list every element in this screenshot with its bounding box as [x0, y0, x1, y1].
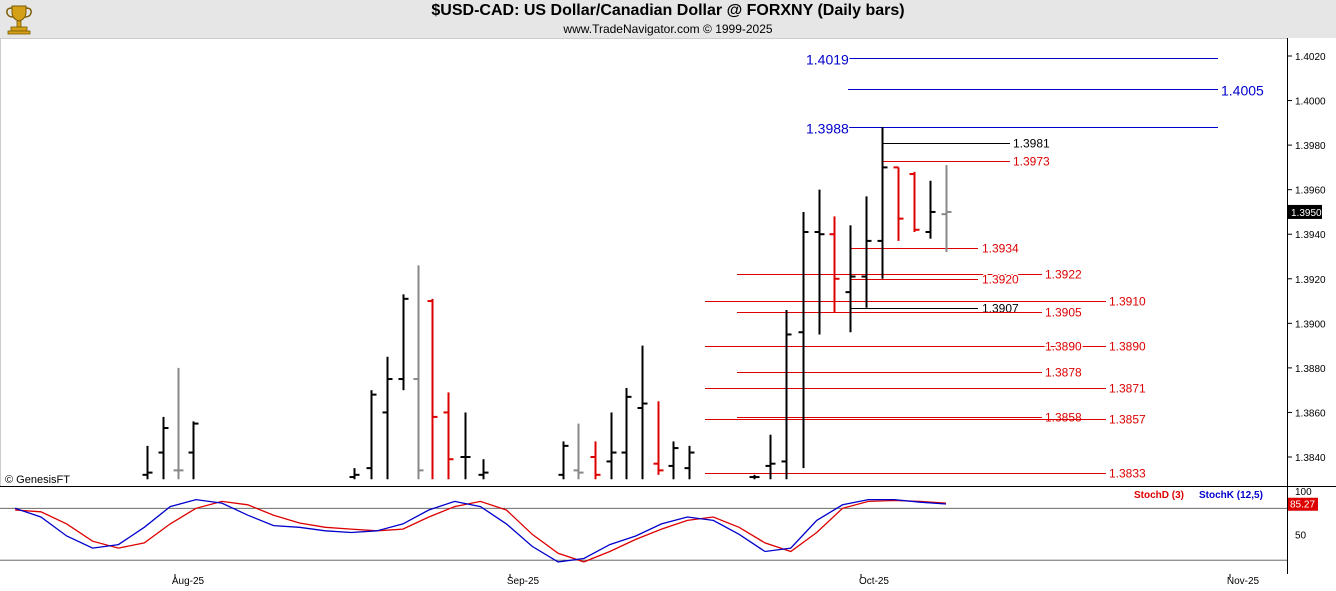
price-level-label: 1.3905 [1045, 306, 1082, 320]
price-axis-tick-label: 1.4000 [1295, 97, 1326, 108]
price-level-label: 1.4019 [806, 52, 849, 68]
stoch-value-label: 85.27 [1290, 500, 1315, 511]
last-price-badge [1288, 204, 1322, 219]
copyright-label: © GenesisFT [5, 474, 70, 486]
price-axis-tick-label: 1.3980 [1295, 141, 1326, 152]
price-axis-tick-label: 1.4020 [1295, 52, 1326, 63]
price-level-label: 1.3973 [1013, 155, 1050, 169]
date-axis-label: Aug-25 [172, 576, 205, 587]
ohlc-bars [142, 127, 952, 480]
price-level-label: 1.3920 [982, 273, 1019, 287]
stoch-axis-tick-label: 100 [1295, 487, 1312, 498]
price-axis-tick-label: 1.3900 [1295, 319, 1326, 330]
price-axis-tick-label: 1.3920 [1295, 275, 1326, 286]
price-level-label: 1.3981 [1013, 137, 1050, 151]
trophy-logo-icon[interactable] [3, 2, 35, 36]
price-level-label: 1.3878 [1045, 366, 1082, 380]
price-levels: 1.4019 1.4005 1.3988 1.3981 1.3973 1.3934 1.39… [705, 50, 1266, 482]
price-level-label: 1.3934 [982, 242, 1019, 256]
chart-subtitle: www.TradeNavigator.com © 1999-2025 [563, 22, 773, 36]
price-axis-tick-label: 1.3840 [1295, 453, 1326, 464]
date-axis-label: Oct-25 [859, 576, 889, 587]
date-axis-label: Nov-25 [1227, 576, 1260, 587]
price-axis-tick-label: 1.3880 [1295, 364, 1326, 375]
price-level-label: 1.3988 [806, 121, 849, 137]
title-bar [0, 0, 1336, 38]
price-level-label: 1.3890 [1045, 340, 1082, 354]
chart-title: $USD-CAD: US Dollar/Canadian Dollar @ FO… [431, 2, 905, 19]
price-level-label: 1.3910 [1109, 295, 1146, 309]
price-level-label: 1.3857 [1109, 413, 1146, 427]
price-level-label: 1.3833 [1109, 467, 1146, 481]
stoch-series-line [14, 498, 947, 563]
stochastic-pane: 100 50 85.27 StochD (3) StochK (12,5) [0, 487, 1318, 563]
date-axis-labels: Aug-25 Sep-25 Oct-25 Nov-25 [172, 574, 1260, 587]
stoch-series-line [14, 499, 947, 563]
last-price-label: 1.3950 [1291, 208, 1322, 219]
date-axis-label: Sep-25 [507, 576, 540, 587]
price-level-label: 1.3871 [1109, 382, 1146, 396]
stoch-value-badge [1288, 497, 1318, 511]
price-level-label: 1.3858 [1045, 411, 1082, 425]
stoch-axis-tick-label: 50 [1295, 530, 1307, 541]
price-level-label: 1.3922 [1045, 268, 1082, 282]
price-level-label: 1.3890 [1109, 340, 1146, 354]
price-axis-tick-label: 1.3960 [1295, 186, 1326, 197]
price-axis-tick-label: 1.3860 [1295, 408, 1326, 419]
stoch-legend-entry: StochK (12,5) [1199, 490, 1263, 501]
price-level-label: 1.4005 [1221, 83, 1264, 99]
price-axis-ticks: 1.4020 1.4000 1.3980 1.3960 1.3940 1.3920 1.39… [1287, 52, 1326, 464]
price-level-label: 1.3907 [982, 302, 1019, 316]
price-axis-tick-label: 1.3940 [1295, 230, 1326, 241]
stoch-legend-entry: StochD (3) [1134, 490, 1184, 501]
